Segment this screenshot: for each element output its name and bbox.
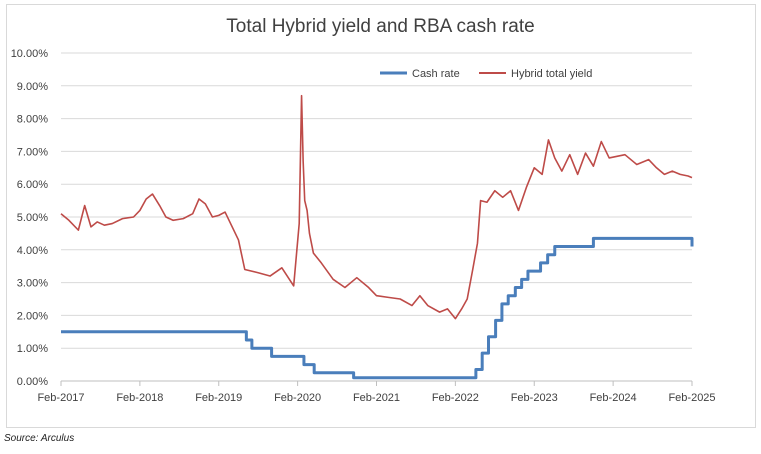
y-axis-ticks: 0.00% 1.00% 2.00% 3.00% 4.00% 5.00% 6.00% 7.00%… [11, 48, 49, 388]
chart-frame [6, 4, 756, 428]
chart-title: Total Hybrid yield and RBA cash rate [226, 16, 535, 37]
series-line-hybrid-yield [60, 94, 693, 320]
y-tick-label: 0.00% [17, 376, 48, 388]
legend-label-hybrid-yield: Hybrid total yield [511, 68, 592, 80]
y-tick-label: 3.00% [17, 278, 48, 290]
series-layer [60, 94, 694, 380]
x-tick-label: Feb-2024 [590, 392, 637, 404]
x-axis: Feb-2017 Feb-2018 Feb-2019 Feb-2020 Feb-2021… [37, 380, 716, 404]
source-note: Source: Arculus [4, 433, 75, 444]
x-tick-label: Feb-2023 [511, 392, 558, 404]
y-tick-label: 4.00% [17, 245, 48, 257]
y-tick-label: 2.00% [17, 310, 48, 322]
x-tick-label: Feb-2022 [432, 392, 479, 404]
x-tick-label: Feb-2018 [116, 392, 163, 404]
series-line-cash-rate [61, 236, 694, 380]
x-tick-label: Feb-2025 [668, 392, 715, 404]
x-tick-label: Feb-2020 [274, 392, 321, 404]
y-tick-label: 10.00% [11, 48, 49, 60]
y-tick-label: 7.00% [17, 146, 48, 158]
y-tick-label: 8.00% [17, 114, 48, 126]
y-tick-label: 9.00% [17, 81, 48, 93]
x-tick-label: Feb-2021 [353, 392, 400, 404]
legend: Cash rate Hybrid total yield [380, 68, 592, 80]
y-tick-label: 6.00% [17, 179, 48, 191]
x-tick-label: Feb-2017 [37, 392, 84, 404]
x-tick-label: Feb-2019 [195, 392, 242, 404]
legend-label-cash-rate: Cash rate [412, 68, 460, 80]
y-tick-label: 5.00% [17, 212, 48, 224]
y-tick-label: 1.00% [17, 343, 48, 355]
